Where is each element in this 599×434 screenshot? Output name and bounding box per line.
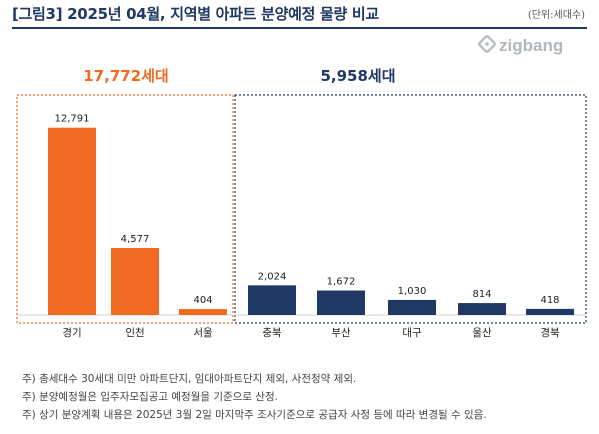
data-label-울산: 814 [472,289,491,300]
bars-layer: 12,791 경기 4,577 인천 404 서울 2,024 충북 1,672 부산 1,030 대… [48,114,574,339]
category-label-부산: 부산 [331,327,351,339]
category-label-서울: 서울 [193,327,213,339]
bar-서울 [179,309,227,315]
category-label-대구: 대구 [402,327,422,339]
footnote-2: 주) 분양예정월은 입주자모집공고 예정월을 기준으로 산정. [22,391,278,403]
category-label-충북: 충북 [262,327,282,339]
data-label-경북: 418 [540,295,559,306]
footnote-3-text: 주) 상기 분양계획 내용은 2025년 3월 2일 마지막주 조사기준으로 공… [22,409,487,421]
unit-label: (단위:세대수) [527,10,585,21]
chart-title: [그림3] 2025년 04월, 지역별 아파트 분양예정 물량 비교 [12,5,379,23]
bar-대구 [388,299,436,315]
data-label-서울: 404 [193,295,212,306]
province-total-label: 5,958세대 [320,67,395,85]
province-group-box [234,94,587,324]
footnote-3: 주) 상기 분양계획 내용은 2025년 3월 2일 마지막주 조사기준으로 공… [22,406,487,424]
footnotes: 주) 총세대수 30세대 미만 아파트단지, 임대아파트단지 제외, 사전청약 … [22,370,487,424]
bar-충북 [248,285,296,315]
data-label-대구: 1,030 [398,286,427,297]
zigbang-logo-text: zigbang [499,36,563,55]
capital-group-box [16,94,234,324]
bar-부산 [317,290,365,315]
bar-경기 [48,127,96,315]
data-label-인천: 4,577 [121,234,150,245]
capital-total-label: 17,772세대 [83,67,168,85]
category-label-울산: 울산 [472,327,492,339]
zigbang-logo: zigbang [478,35,563,55]
zigbang-logo-icon [478,35,496,53]
data-label-충북: 2,024 [258,271,287,282]
category-label-인천: 인천 [125,327,144,339]
bar-울산 [458,303,506,315]
data-label-부산: 1,672 [327,277,356,288]
category-label-경북: 경북 [540,326,560,339]
footnote-1: 주) 총세대수 30세대 미만 아파트단지, 임대아파트단지 제외, 사전청약 … [22,373,357,385]
category-label-경기: 경기 [62,326,81,339]
chart-area: zigbang 17,772세대 5,958세대 12,791 경기 4,577 인천… [16,35,587,339]
data-label-경기: 12,791 [55,114,90,125]
bar-인천 [111,247,159,315]
bar-경북 [526,308,574,315]
title-divider [12,27,587,29]
